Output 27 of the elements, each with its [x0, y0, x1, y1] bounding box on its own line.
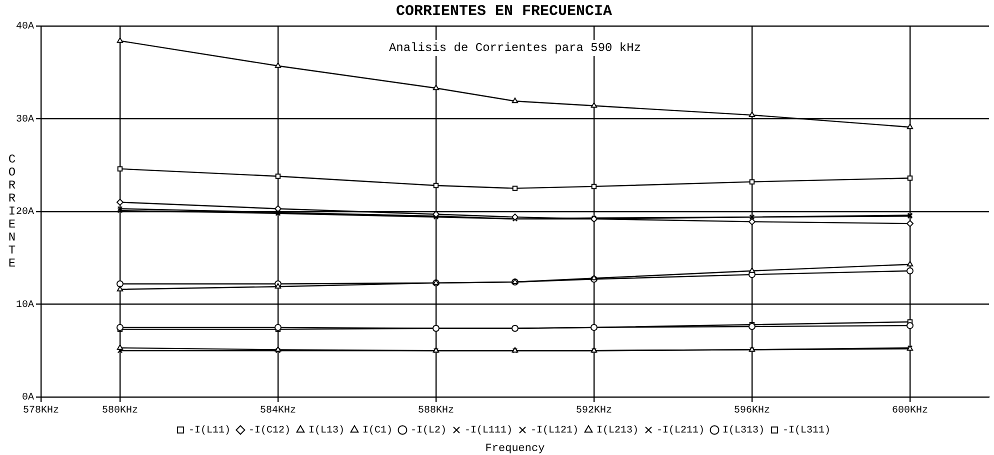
x-tick-label: 592KHz — [576, 406, 612, 417]
x-tick-label: 596KHz — [734, 406, 770, 417]
x-tick-label: 588KHz — [418, 406, 454, 417]
x-tick-label: 580KHz — [102, 406, 138, 417]
x-axis-title: Frequency — [485, 442, 546, 455]
y-tick-label: 10A — [16, 300, 34, 311]
legend-label: I(L313) — [722, 424, 765, 437]
legend-label: -I(L2) — [410, 424, 446, 437]
x-tick-label: 584KHz — [260, 406, 296, 417]
legend-label: -I(C12) — [248, 424, 290, 437]
legend-label: -I(L111) — [464, 424, 513, 437]
legend-label: -I(L11) — [188, 424, 230, 437]
x-tick-label: 600KHz — [892, 406, 928, 417]
y-tick-label: 30A — [16, 114, 34, 126]
chart-title: CORRIENTES EN FRECUENCIA — [396, 2, 612, 20]
legend-label: -I(L211) — [656, 424, 705, 437]
legend-label: I(C1) — [362, 424, 392, 437]
y-tick-label: 40A — [16, 22, 34, 33]
legend-label: -I(L121) — [530, 424, 579, 437]
text: CORRIENTE — [8, 152, 16, 271]
annotation: Analisis de Corrientes para 590 kHz — [388, 41, 642, 56]
legend-label: -I(L311) — [782, 424, 831, 437]
y-tick-label: 20A — [16, 207, 34, 218]
legend-label: I(L213) — [596, 424, 639, 437]
legend-label: I(L13) — [308, 424, 344, 437]
x-tick-label: 578KHz — [22, 406, 60, 417]
y-tick-label: 0A — [22, 392, 34, 404]
